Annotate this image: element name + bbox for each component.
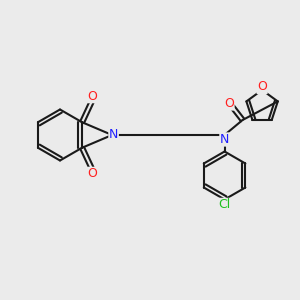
Text: Cl: Cl [218,198,231,212]
Text: N: N [109,128,118,142]
Text: O: O [88,167,98,180]
Text: O: O [88,90,98,103]
Text: O: O [224,97,234,110]
Text: O: O [257,80,267,94]
Text: N: N [220,133,229,146]
